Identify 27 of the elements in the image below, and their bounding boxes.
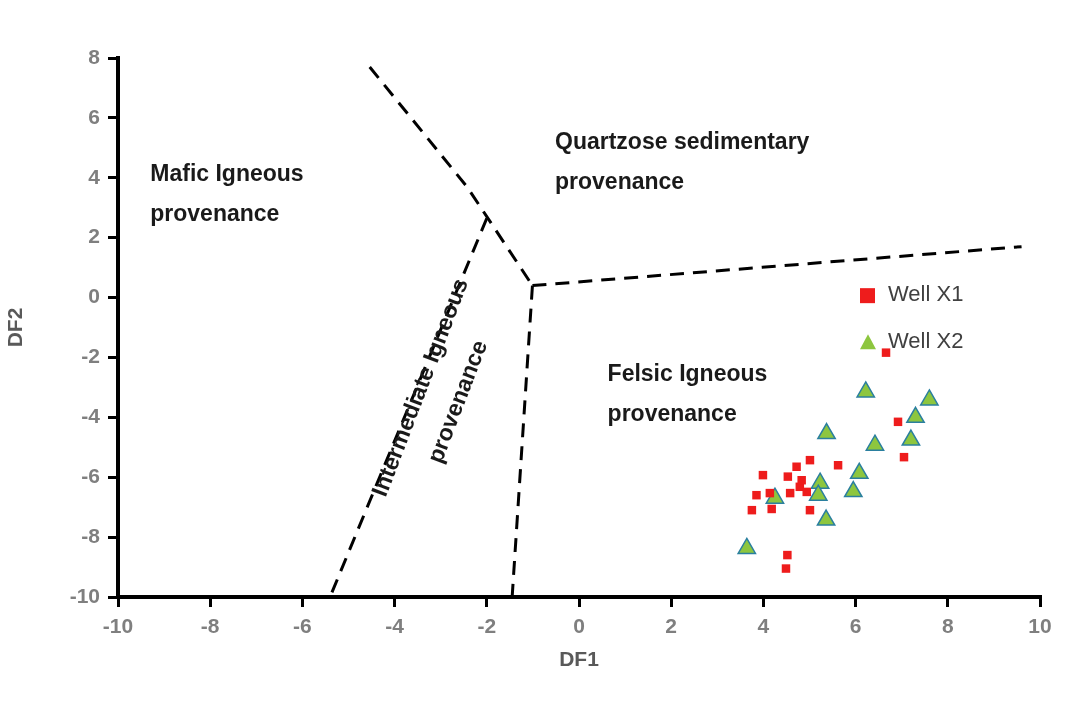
- y-tick-label: 2: [88, 224, 100, 248]
- x-tick-label: -8: [200, 614, 220, 638]
- y-tick-label: -2: [81, 344, 100, 368]
- x-tick-label: -6: [293, 614, 312, 638]
- y-tick-label: -10: [69, 583, 100, 607]
- annotation: Mafic Igneous provenance: [150, 160, 304, 227]
- legend-label: Well X2: [888, 328, 964, 354]
- x-tick-label: 0: [573, 614, 585, 638]
- annotation: Felsic Igneous provenance: [607, 360, 768, 427]
- y-tick-label: -6: [81, 464, 100, 488]
- x-tick-label: 4: [757, 614, 770, 638]
- legend-label: Well X1: [888, 281, 964, 307]
- x-tick-label: 6: [849, 614, 862, 638]
- x-tick-label: 2: [665, 614, 678, 638]
- y-tick-label: 6: [88, 104, 100, 128]
- x-axis-title: DF1: [559, 647, 600, 671]
- x-tick-label: 10: [1028, 614, 1052, 638]
- y-tick-label: 8: [88, 44, 101, 68]
- y-tick-label: -8: [81, 523, 101, 547]
- x-tick-label: 8: [941, 614, 954, 638]
- y-axis-title: DF2: [3, 307, 27, 348]
- y-tick-label: 4: [88, 164, 101, 188]
- x-tick-label: -4: [385, 614, 405, 638]
- y-tick-label: 0: [88, 284, 100, 308]
- x-tick-label: -2: [477, 614, 497, 638]
- annotation: Quartzose sedimentary provenance: [555, 128, 810, 195]
- y-tick-label: -4: [81, 404, 101, 428]
